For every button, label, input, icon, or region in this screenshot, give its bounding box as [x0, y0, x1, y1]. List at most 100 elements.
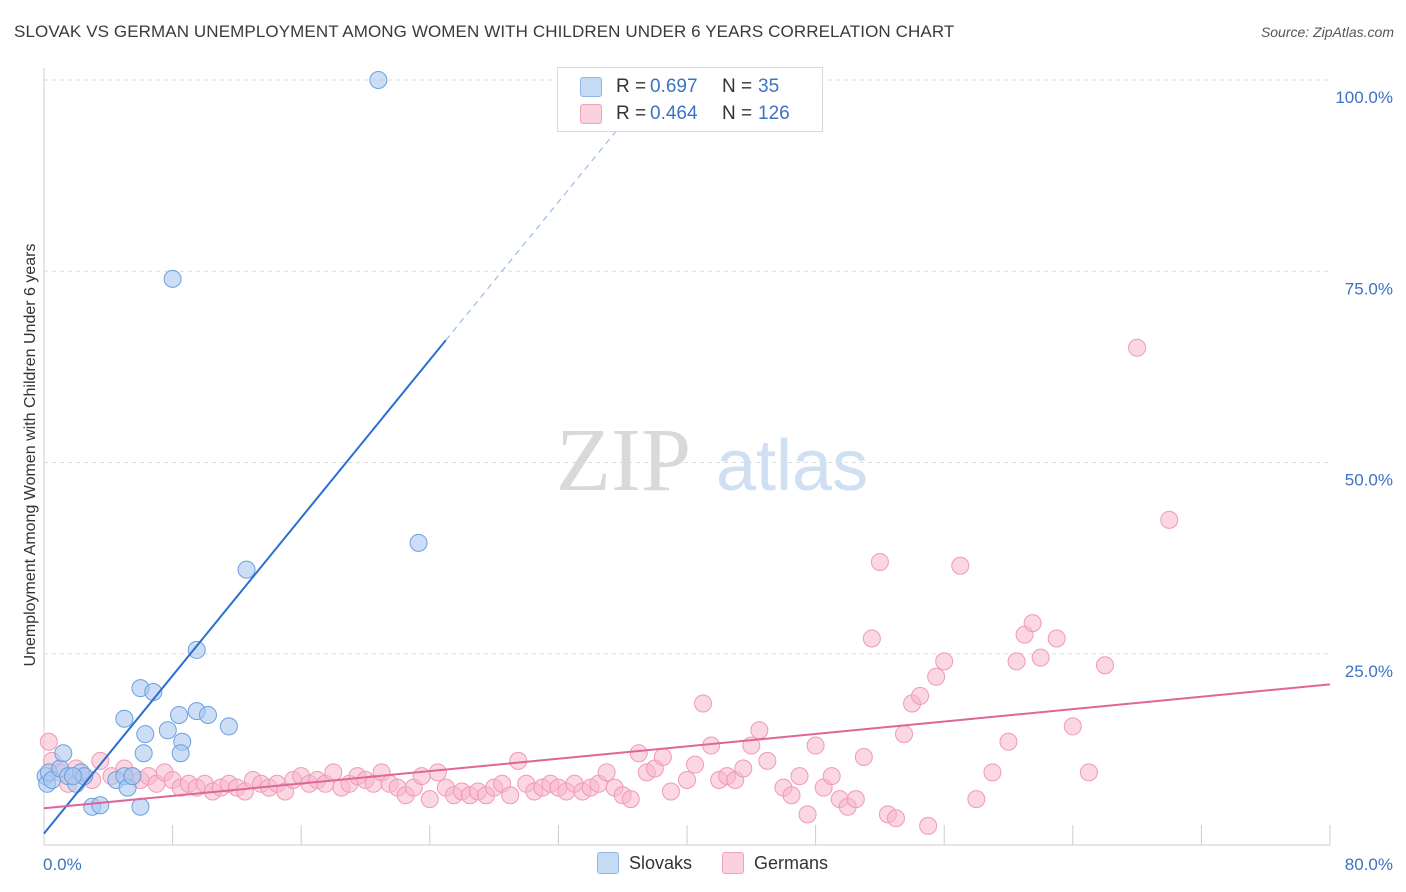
germans-point	[420, 790, 439, 809]
slovaks-point	[369, 71, 388, 89]
source-credit: Source: ZipAtlas.com	[1260, 24, 1394, 40]
watermark: ZIP atlas	[556, 411, 868, 510]
germans-point	[1128, 338, 1147, 357]
germans-point	[854, 748, 873, 767]
n-value-germans: 126	[758, 103, 790, 124]
germans-point	[91, 751, 110, 770]
slovaks-point	[198, 705, 217, 724]
slovaks-point	[171, 744, 190, 763]
germans-point	[927, 667, 946, 686]
germans-point	[886, 809, 905, 828]
legend-row-germans: R = 0.464 N = 126	[580, 101, 790, 127]
germans-swatch	[580, 104, 602, 124]
germans-point	[621, 790, 640, 809]
germans-swatch	[722, 852, 745, 874]
germans-point	[951, 556, 970, 575]
slovaks-point	[163, 269, 182, 288]
germans-point	[1031, 648, 1050, 667]
germans-point	[919, 816, 938, 835]
germans-point	[501, 786, 520, 805]
legend-item-germans[interactable]: Germans	[722, 852, 828, 874]
y-tick-label: 25.0%	[1345, 662, 1393, 681]
slovaks-point	[237, 560, 256, 579]
germans-point	[1095, 656, 1114, 675]
slovaks-points	[36, 71, 428, 816]
germans-point	[661, 782, 680, 801]
slovaks-point	[115, 709, 134, 728]
slovaks-swatch	[580, 77, 602, 97]
watermark-atlas: atlas	[716, 426, 868, 506]
watermark-zip: ZIP	[556, 411, 691, 510]
germans-point	[862, 629, 881, 648]
stats-legend: R = 0.697 N = 35 R = 0.464 N = 126	[557, 67, 823, 132]
y-tick-label: 100.0%	[1335, 88, 1393, 107]
slovaks-point	[187, 640, 206, 659]
chart-title: SLOVAK VS GERMAN UNEMPLOYMENT AMONG WOME…	[14, 22, 955, 41]
germans-point	[412, 767, 431, 786]
germans-point	[790, 767, 809, 786]
germans-point	[983, 763, 1002, 782]
series-legend: Slovaks Germans	[597, 852, 858, 874]
germans-point	[806, 736, 825, 755]
n-value-slovaks: 35	[758, 76, 780, 97]
y-axis-label: Unemployment Among Women with Children U…	[22, 243, 39, 667]
slovaks-point	[91, 796, 110, 815]
slovaks-point	[136, 725, 155, 744]
r-value-germans: 0.464	[650, 103, 698, 124]
germans-point	[798, 805, 817, 824]
germans-point	[758, 751, 777, 770]
legend-row-slovaks: R = 0.697 N = 35	[580, 74, 779, 100]
germans-point	[935, 652, 954, 671]
grid-lines	[44, 79, 1330, 655]
germans-point	[734, 759, 753, 778]
germans-trend-line	[43, 683, 1331, 810]
germans-point	[822, 767, 841, 786]
germans-point	[629, 744, 648, 763]
slovaks-point	[63, 767, 82, 786]
germans-point	[428, 763, 447, 782]
germans-point	[870, 552, 889, 571]
germans-point	[1063, 717, 1082, 736]
germans-point	[509, 751, 528, 770]
legend-label-germans: Germans	[754, 852, 829, 873]
slovaks-trend-line	[43, 339, 447, 835]
germans-point	[967, 790, 986, 809]
y-tick-label: 75.0%	[1345, 279, 1393, 298]
axes	[43, 68, 1331, 846]
germans-point	[911, 686, 930, 705]
germans-point	[1079, 763, 1098, 782]
germans-point	[686, 755, 705, 774]
y-tick-label: 50.0%	[1345, 471, 1393, 490]
slovaks-point	[158, 721, 177, 740]
germans-point	[1023, 614, 1042, 633]
germans-point	[653, 748, 672, 767]
germans-point	[750, 721, 769, 740]
germans-point	[324, 763, 343, 782]
legend-label-slovaks: Slovaks	[629, 852, 693, 873]
n-label: N =	[722, 76, 753, 97]
germans-point	[846, 790, 865, 809]
slovaks-point	[134, 744, 153, 763]
germans-point	[1160, 510, 1179, 529]
slovaks-point	[219, 717, 238, 736]
x-tick-label: 0.0%	[43, 855, 82, 874]
germans-point	[39, 732, 58, 751]
germans-points	[39, 338, 1179, 835]
slovaks-point	[54, 744, 73, 763]
germans-point	[782, 786, 801, 805]
germans-point	[1007, 652, 1026, 671]
n-label: N =	[722, 103, 753, 124]
legend-item-slovaks[interactable]: Slovaks	[597, 852, 692, 874]
r-value-slovaks: 0.697	[650, 76, 698, 97]
tick-labels: 25.0% 50.0% 75.0% 100.0% 0.0% 80.0%	[43, 88, 1393, 874]
slovaks-point	[409, 533, 428, 552]
germans-point	[597, 763, 616, 782]
slovaks-swatch	[597, 852, 619, 874]
r-label: R =	[616, 76, 647, 97]
r-label: R =	[616, 103, 647, 124]
germans-point	[678, 770, 696, 789]
germans-point	[999, 732, 1018, 751]
slovaks-point	[123, 767, 142, 786]
germans-point	[895, 725, 914, 744]
